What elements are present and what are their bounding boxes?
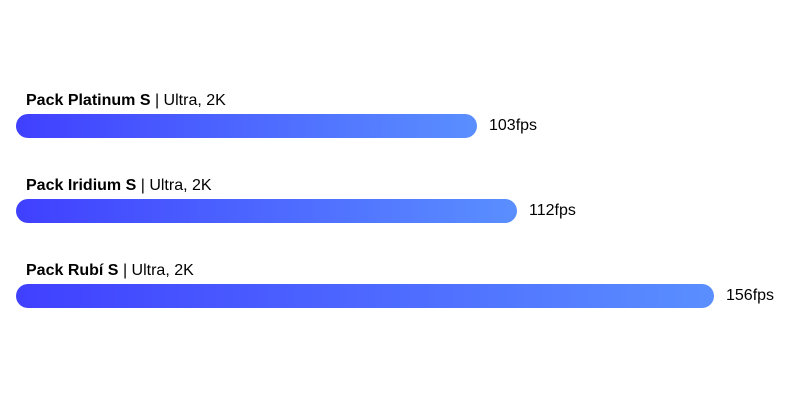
- value-label: 103fps: [489, 117, 538, 134]
- bar-label: Pack Rubí S | Ultra, 2K: [26, 262, 194, 280]
- pack-name: Pack Iridium S: [26, 177, 137, 194]
- bar-row-platinum: Pack Platinum S | Ultra, 2K 103fps: [16, 92, 786, 140]
- pack-name: Pack Rubí S: [26, 262, 119, 279]
- pack-name: Pack Platinum S: [26, 92, 151, 109]
- pack-settings: | Ultra, 2K: [122, 262, 194, 279]
- pack-settings: | Ultra, 2K: [140, 177, 212, 194]
- bar-label: Pack Platinum S | Ultra, 2K: [26, 92, 226, 110]
- bar-row-rubi: Pack Rubí S | Ultra, 2K 156fps: [16, 262, 786, 310]
- pack-settings: | Ultra, 2K: [154, 92, 226, 109]
- bar-row-iridium: Pack Iridium S | Ultra, 2K 112fps: [16, 177, 786, 225]
- bar-label: Pack Iridium S | Ultra, 2K: [26, 177, 212, 195]
- value-label: 156fps: [726, 287, 775, 304]
- bar: [16, 199, 517, 223]
- bar: [16, 114, 477, 138]
- value-label: 112fps: [529, 202, 576, 219]
- bar: [16, 284, 714, 308]
